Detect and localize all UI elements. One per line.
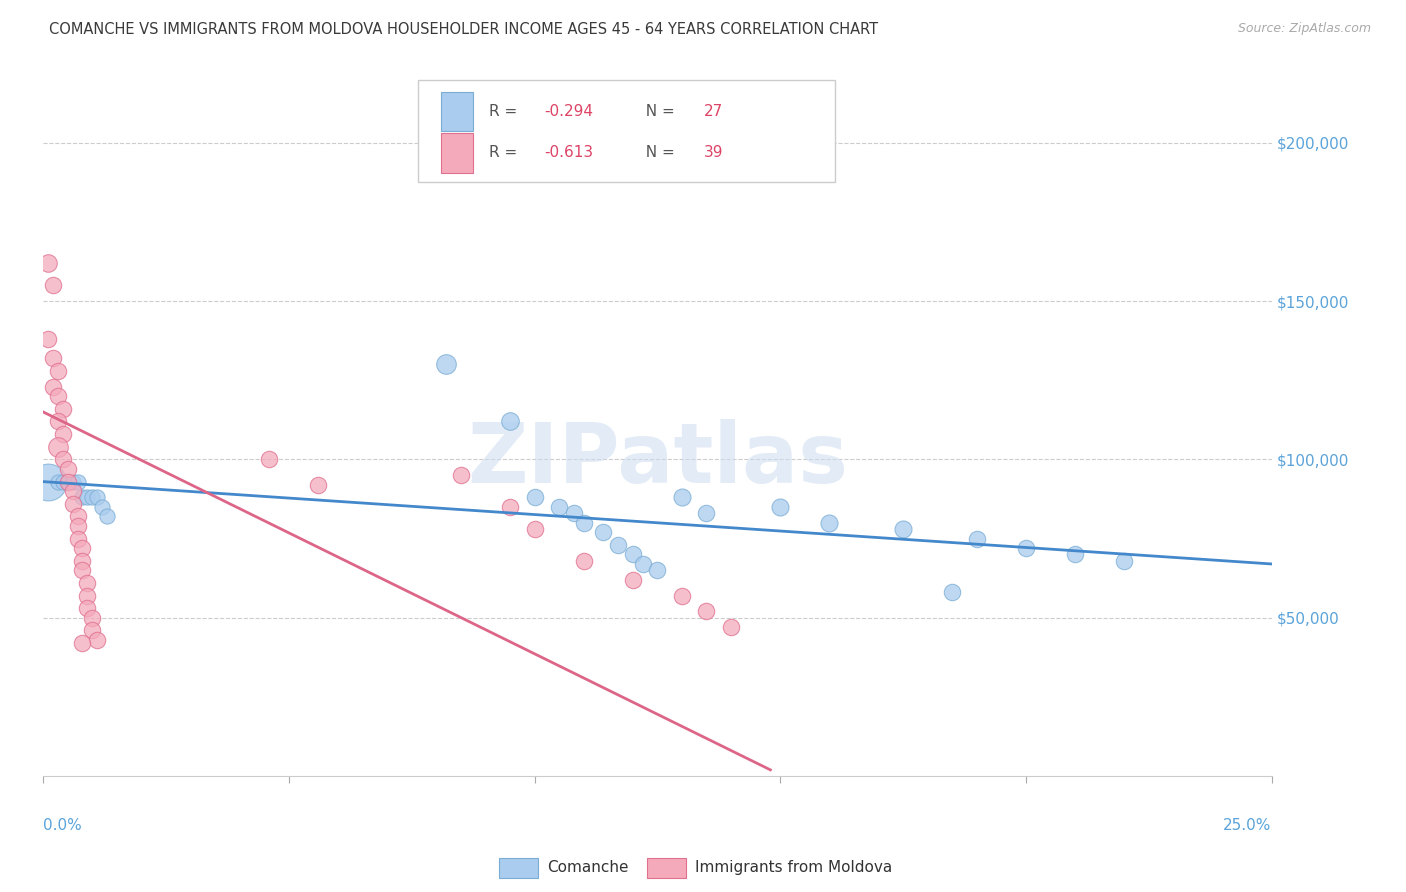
Point (695, 605, 717, 619)
Point (647, 563, 669, 577)
Point (46, 440, 69, 454)
Point (1015, 541, 1038, 555)
Bar (441, 133, 472, 173)
Text: Source: ZipAtlas.com: Source: ZipAtlas.com (1237, 22, 1371, 36)
Point (62, 475, 84, 489)
Text: 39: 39 (704, 145, 724, 161)
Point (621, 573, 644, 587)
Text: Immigrants from Moldova: Immigrants from Moldova (695, 861, 891, 875)
Point (86, 632, 108, 647)
FancyBboxPatch shape (418, 80, 835, 182)
Point (499, 500, 522, 514)
Point (1114, 554, 1136, 568)
Point (450, 468, 472, 483)
Point (46, 364, 69, 378)
Bar (441, 92, 472, 131)
Point (76, 491, 98, 505)
Point (891, 522, 914, 536)
Point (941, 585, 963, 599)
Point (434, 358, 457, 372)
Point (307, 477, 329, 491)
Point (499, 414, 522, 428)
Point (695, 506, 717, 520)
Point (96, 509, 118, 524)
Point (56, 462, 79, 476)
Point (592, 525, 614, 540)
Point (76, 589, 98, 603)
Point (720, 620, 742, 634)
Point (56, 475, 79, 489)
Point (66, 519, 89, 533)
Point (52, 427, 75, 442)
Point (72, 636, 94, 650)
Point (42, 278, 65, 293)
Point (621, 548, 644, 562)
Point (52, 475, 75, 489)
Point (631, 557, 654, 571)
Point (72, 491, 94, 505)
Point (966, 532, 988, 546)
Text: 27: 27 (704, 104, 723, 120)
Point (72, 563, 94, 577)
Point (46, 389, 69, 403)
Point (66, 532, 89, 546)
Text: N =: N = (637, 145, 681, 161)
Text: -0.613: -0.613 (544, 145, 593, 161)
Point (607, 538, 630, 552)
Point (257, 452, 280, 467)
Point (42, 379, 65, 393)
Point (66, 509, 89, 524)
Point (523, 491, 546, 505)
Point (1064, 548, 1087, 562)
Point (37, 475, 59, 489)
Point (52, 401, 75, 416)
Point (82, 491, 104, 505)
Point (82, 624, 104, 638)
Point (523, 522, 546, 536)
Point (562, 506, 585, 520)
Point (91, 500, 114, 514)
Text: 25.0%: 25.0% (1223, 818, 1271, 833)
Point (76, 576, 98, 591)
Text: Comanche: Comanche (547, 861, 628, 875)
Point (572, 516, 595, 530)
Point (66, 475, 89, 489)
Text: N =: N = (637, 104, 681, 120)
Point (548, 500, 571, 514)
Point (671, 589, 693, 603)
Text: 0.0%: 0.0% (44, 818, 82, 833)
Point (86, 491, 108, 505)
Point (37, 256, 59, 270)
Text: COMANCHE VS IMMIGRANTS FROM MOLDOVA HOUSEHOLDER INCOME AGES 45 - 64 YEARS CORREL: COMANCHE VS IMMIGRANTS FROM MOLDOVA HOUS… (49, 22, 879, 37)
Text: ZIPatlas: ZIPatlas (467, 419, 848, 500)
Point (671, 491, 693, 505)
Point (72, 541, 94, 555)
Point (46, 414, 69, 428)
Point (76, 601, 98, 615)
Point (818, 516, 841, 530)
Text: -0.294: -0.294 (544, 104, 593, 120)
Point (46, 475, 69, 489)
Point (572, 554, 595, 568)
Text: R =: R = (489, 145, 522, 161)
Point (72, 554, 94, 568)
Point (769, 500, 792, 514)
Point (62, 497, 84, 511)
Point (52, 452, 75, 467)
Point (37, 332, 59, 346)
Point (62, 484, 84, 499)
Text: R =: R = (489, 104, 522, 120)
Point (82, 611, 104, 625)
Point (56, 475, 79, 489)
Point (42, 351, 65, 365)
